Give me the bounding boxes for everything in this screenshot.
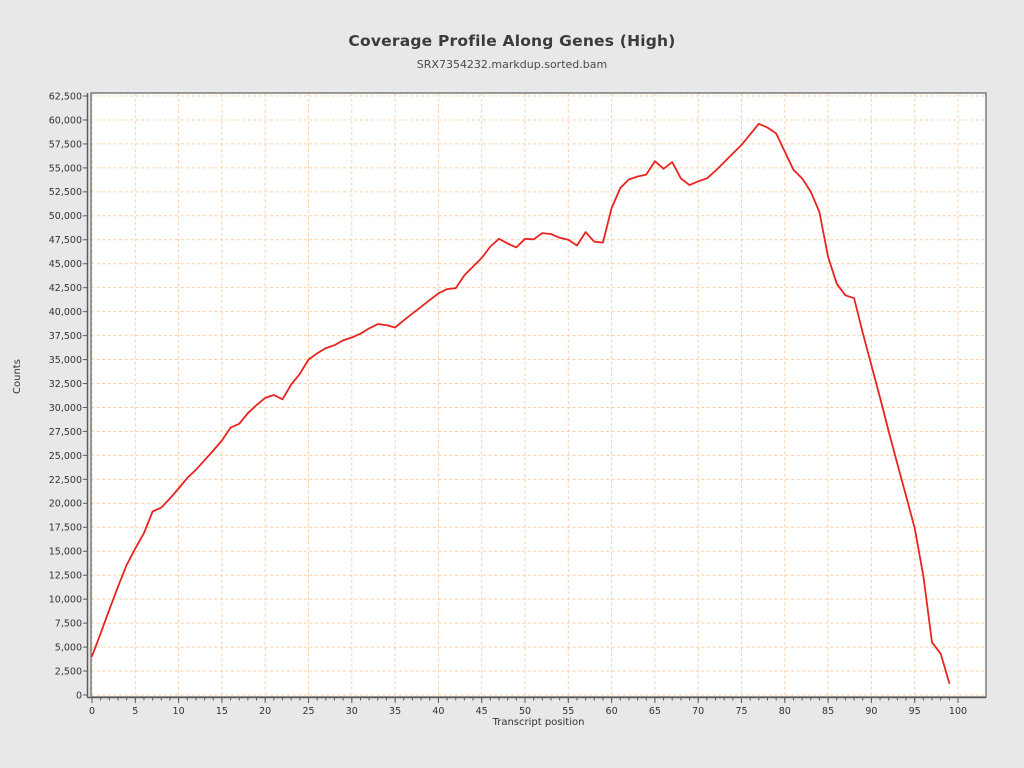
svg-text:75: 75 — [735, 706, 747, 717]
svg-text:40,000: 40,000 — [49, 307, 82, 318]
svg-text:62,500: 62,500 — [49, 91, 82, 102]
svg-text:17,500: 17,500 — [49, 523, 82, 534]
y-tick-labels: 0 2,500 5,000 7,500 10,000 12,500 15,000 17,500… — [49, 91, 82, 701]
svg-text:95: 95 — [909, 706, 921, 717]
svg-text:35: 35 — [389, 706, 401, 717]
chart-subtitle: SRX7354232.markdup.sorted.bam — [416, 58, 608, 71]
svg-text:50,000: 50,000 — [49, 211, 82, 222]
svg-text:50: 50 — [519, 706, 531, 717]
svg-text:40: 40 — [432, 706, 444, 717]
grid-lines — [91, 93, 986, 697]
svg-text:30,000: 30,000 — [49, 403, 82, 414]
svg-text:57,500: 57,500 — [49, 139, 82, 150]
svg-text:55,000: 55,000 — [49, 163, 82, 174]
svg-text:52,500: 52,500 — [49, 187, 82, 198]
svg-text:10,000: 10,000 — [49, 595, 82, 606]
svg-text:20: 20 — [259, 706, 271, 717]
svg-text:45,000: 45,000 — [49, 259, 82, 270]
svg-text:5: 5 — [132, 706, 138, 717]
svg-text:15: 15 — [216, 706, 228, 717]
svg-text:65: 65 — [649, 706, 661, 717]
x-axis-label: Transcript position — [492, 717, 585, 728]
svg-text:30: 30 — [346, 706, 358, 717]
svg-text:90: 90 — [865, 706, 877, 717]
svg-text:37,500: 37,500 — [49, 331, 82, 342]
coverage-line — [91, 122, 951, 684]
svg-text:27,500: 27,500 — [49, 427, 82, 438]
chart-title: Coverage Profile Along Genes (High) — [348, 32, 676, 50]
svg-text:0: 0 — [76, 690, 82, 701]
x-tick-labels: 0 5 10 15 20 25 30 35 40 45 50 55 60 65 70 75 80 85 90 95 10… — [89, 706, 967, 717]
svg-text:12,500: 12,500 — [49, 571, 82, 582]
svg-text:100: 100 — [949, 706, 967, 717]
svg-text:45: 45 — [476, 706, 488, 717]
svg-text:70: 70 — [692, 706, 704, 717]
svg-text:35,000: 35,000 — [49, 355, 82, 366]
axis-ticks — [83, 95, 959, 703]
svg-text:60: 60 — [606, 706, 618, 717]
svg-text:25: 25 — [302, 706, 314, 717]
svg-text:0: 0 — [89, 706, 95, 717]
svg-text:32,500: 32,500 — [49, 379, 82, 390]
svg-text:80: 80 — [779, 706, 791, 717]
svg-text:25,000: 25,000 — [49, 451, 82, 462]
svg-text:5,000: 5,000 — [55, 642, 82, 653]
svg-text:60,000: 60,000 — [49, 115, 82, 126]
svg-text:85: 85 — [822, 706, 834, 717]
plot-area — [91, 93, 986, 697]
svg-text:22,500: 22,500 — [49, 475, 82, 486]
svg-text:15,000: 15,000 — [49, 547, 82, 558]
svg-text:10: 10 — [173, 706, 185, 717]
svg-text:55: 55 — [562, 706, 574, 717]
svg-text:47,500: 47,500 — [49, 235, 82, 246]
svg-text:7,500: 7,500 — [55, 619, 82, 630]
svg-text:20,000: 20,000 — [49, 499, 82, 510]
svg-text:2,500: 2,500 — [55, 666, 82, 677]
svg-text:42,500: 42,500 — [49, 283, 82, 294]
